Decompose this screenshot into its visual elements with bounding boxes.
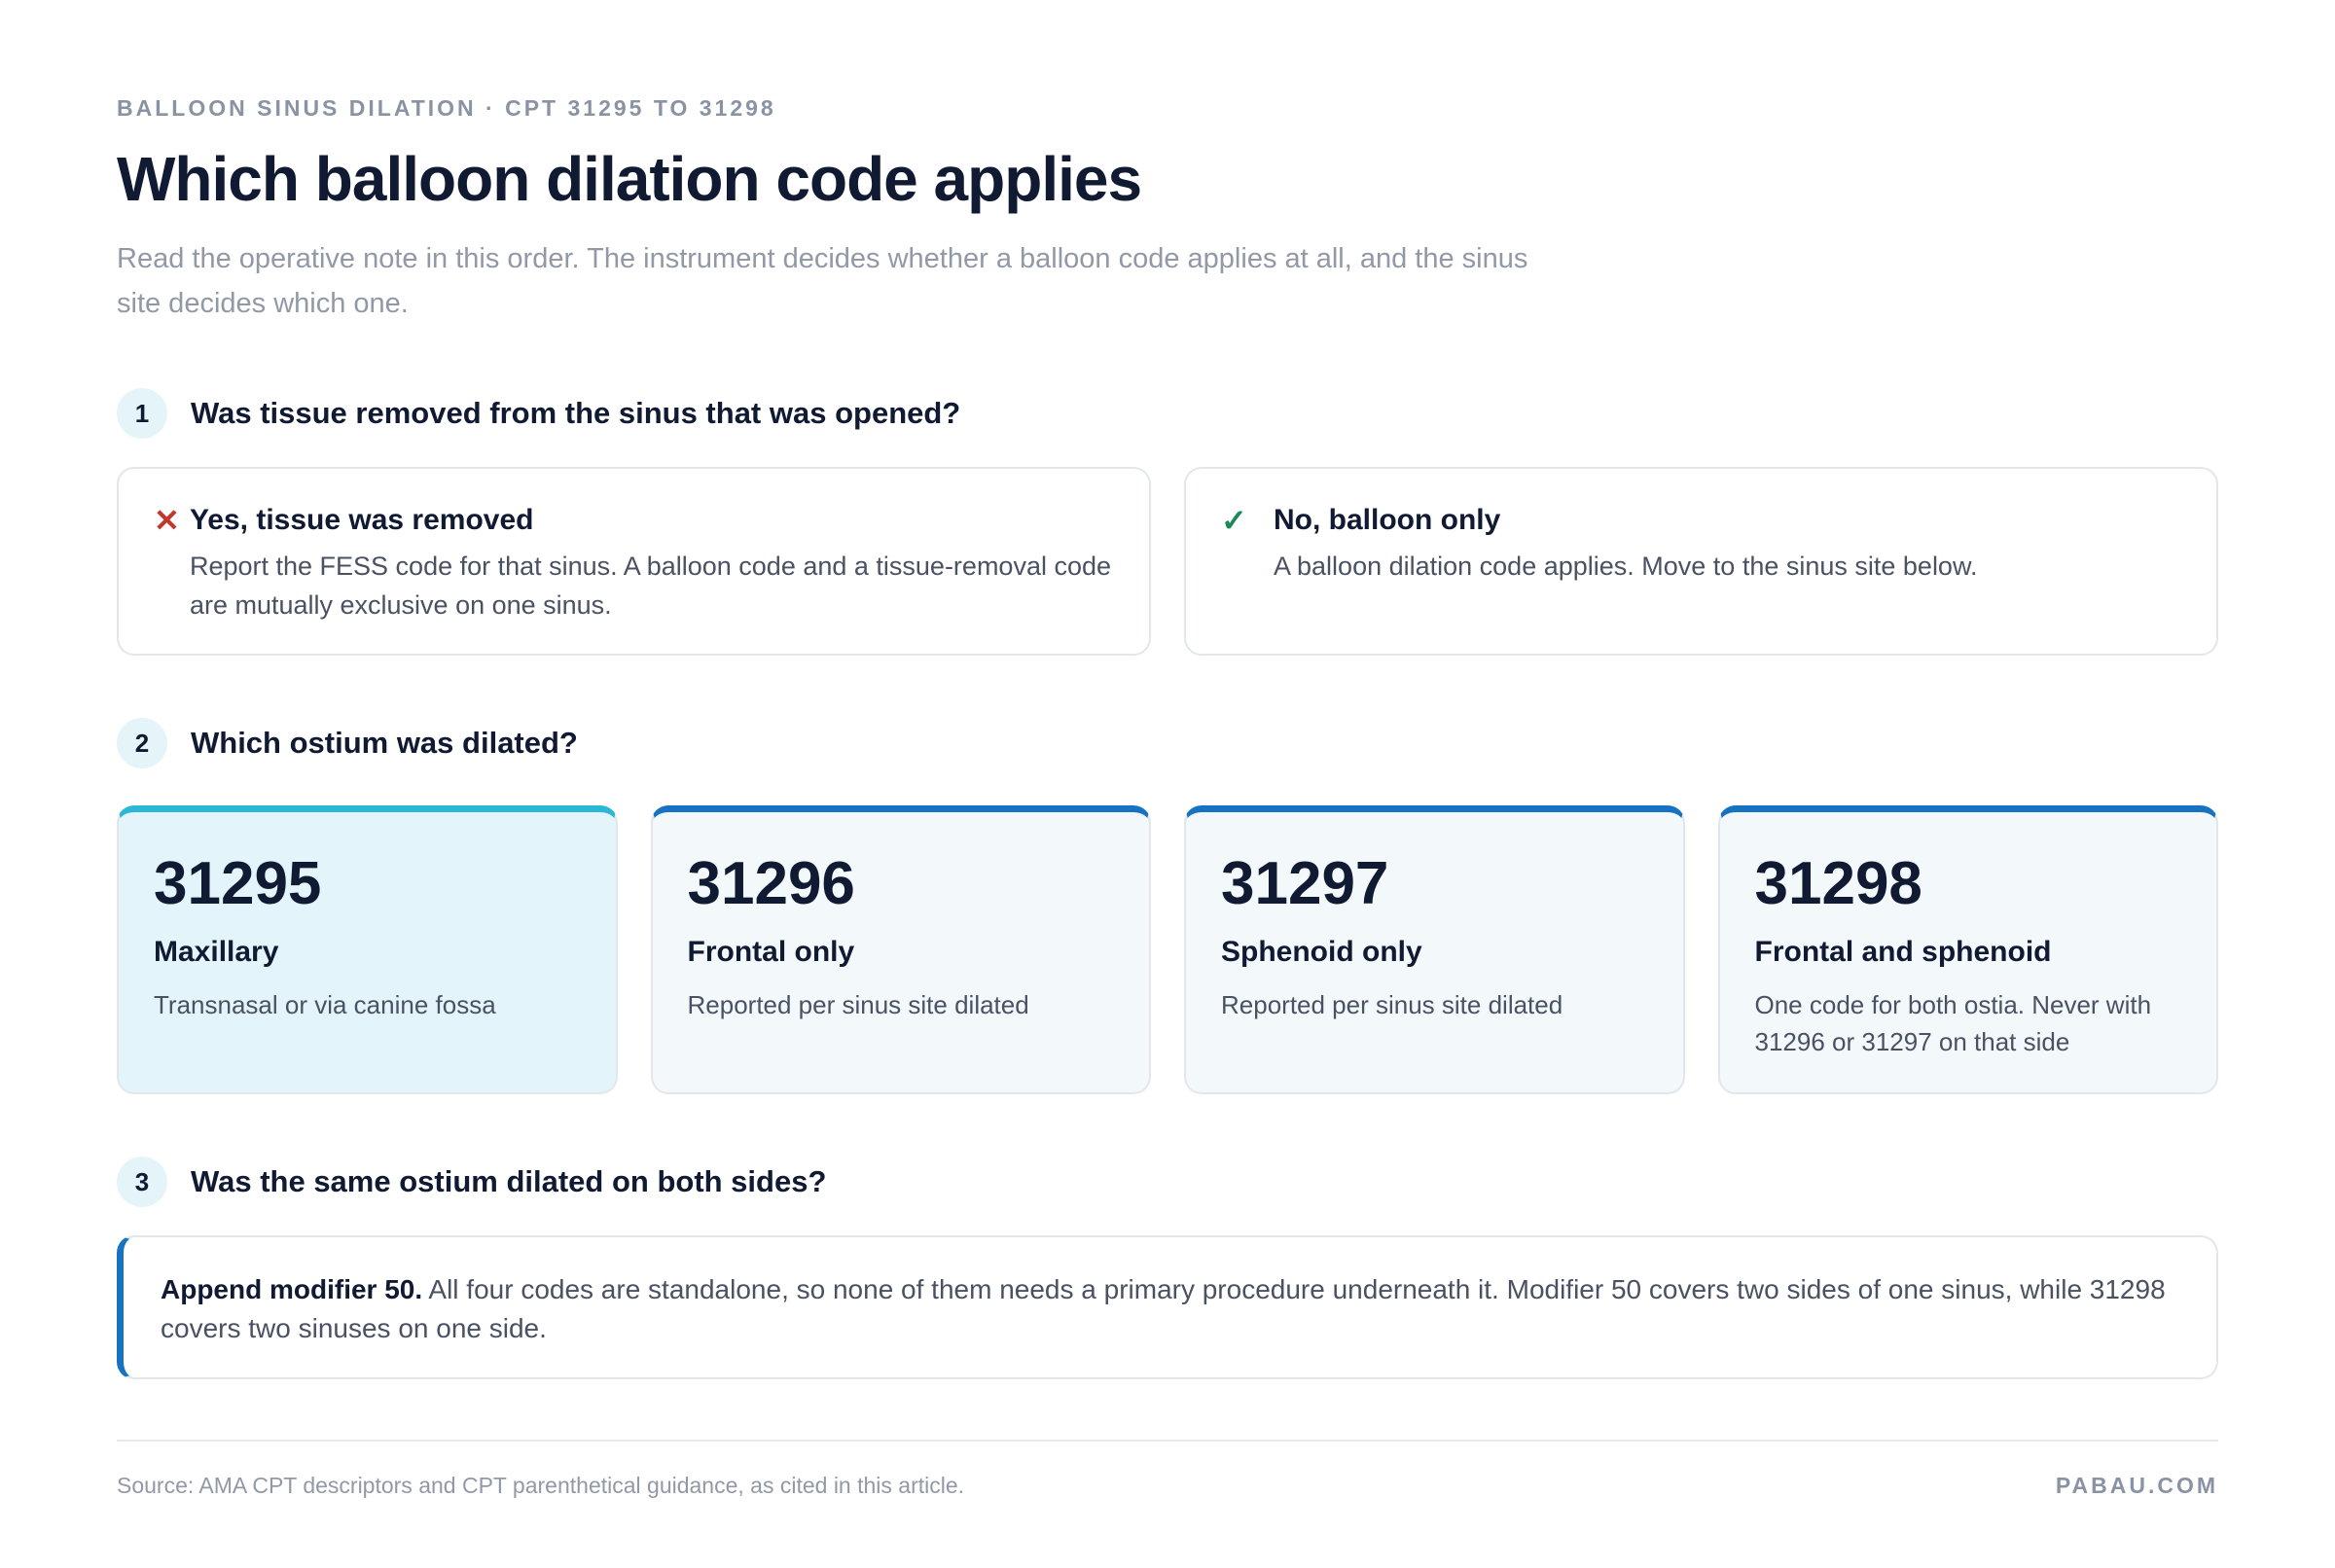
intro: Read the operative note in this order. T… <box>117 243 1528 319</box>
option-text: A balloon dilation code applies. Move to… <box>1274 552 1978 581</box>
code-number: 31298 <box>1754 850 1922 917</box>
check-icon: ✓ <box>1221 503 1247 538</box>
code-site: Frontal only <box>687 936 855 968</box>
step-number: 3 <box>117 1157 167 1207</box>
step-header: 3 Was the same ostium dilated on both sid… <box>117 1157 2218 1207</box>
title: Which balloon dilation code applies <box>117 144 1142 214</box>
code-site: Frontal and sphenoid <box>1754 936 2052 968</box>
cross-icon: ✕ <box>154 503 180 538</box>
code-cards: 31295 Maxillary Transnasal or via canine f… <box>117 805 2218 1094</box>
code-text: One code for both ostia. Never with 3129… <box>1754 990 2152 1056</box>
code-card: 31298 Frontal and sphenoid One code for bo… <box>1717 805 2218 1094</box>
option-card: ✕ Yes, tissue was removed Report the FESS … <box>117 467 1151 656</box>
note-text: All four codes are standalone, so none o… <box>161 1274 2166 1343</box>
option-title: Yes, tissue was removed <box>189 504 534 536</box>
option-body: Yes, tissue was removed Report the FESS c… <box>190 504 1114 654</box>
code-site: Maxillary <box>154 936 279 968</box>
footer: Source: AMA CPT descriptors and CPT pare… <box>117 1473 2218 1499</box>
code-site: Sphenoid only <box>1221 936 1422 968</box>
step-question: Was the same ostium dilated on both side… <box>191 1164 827 1198</box>
brand: PABAU.COM <box>2055 1473 2218 1498</box>
step-number: 2 <box>117 718 167 768</box>
step-question: Was tissue removed from the sinus that w… <box>191 396 961 430</box>
source: Source: AMA CPT descriptors and CPT pare… <box>117 1473 965 1498</box>
code-text: Reported per sinus site dilated <box>687 990 1029 1019</box>
note: Append modifier 50. All four codes are s… <box>117 1235 2218 1379</box>
code-number: 31297 <box>1221 850 1389 917</box>
step-header: 2 Which ostium was dilated? <box>117 718 2218 768</box>
code-text: Reported per sinus site dilated <box>1221 990 1563 1019</box>
code-number: 31295 <box>154 850 322 917</box>
eyebrow: BALLOON SINUS DILATION · CPT 31295 TO 31… <box>117 95 776 121</box>
code-card: 31297 Sphenoid only Reported per sinus sit… <box>1184 805 1685 1094</box>
code-number: 31296 <box>687 850 855 917</box>
option-title: No, balloon only <box>1274 504 1501 536</box>
divider <box>117 1440 2218 1442</box>
note-lead: Append modifier 50. <box>161 1274 423 1304</box>
step-question: Which ostium was dilated? <box>191 726 578 760</box>
code-card: 31296 Frontal only Reported per sinus site… <box>650 805 1151 1094</box>
code-text: Transnasal or via canine fossa <box>154 990 496 1019</box>
option-text: Report the FESS code for that sinus. A b… <box>189 552 1112 620</box>
option-card: ✓ No, balloon only A balloon dilation code… <box>1184 467 2218 656</box>
option-body: No, balloon only A balloon dilation code … <box>1274 504 1977 654</box>
options: ✕ Yes, tissue was removed Report the FESS … <box>117 467 2218 656</box>
code-card: 31295 Maxillary Transnasal or via canine f… <box>117 805 618 1094</box>
step-header: 1 Was tissue removed from the sinus that … <box>117 388 2218 439</box>
step-number: 1 <box>117 388 167 439</box>
